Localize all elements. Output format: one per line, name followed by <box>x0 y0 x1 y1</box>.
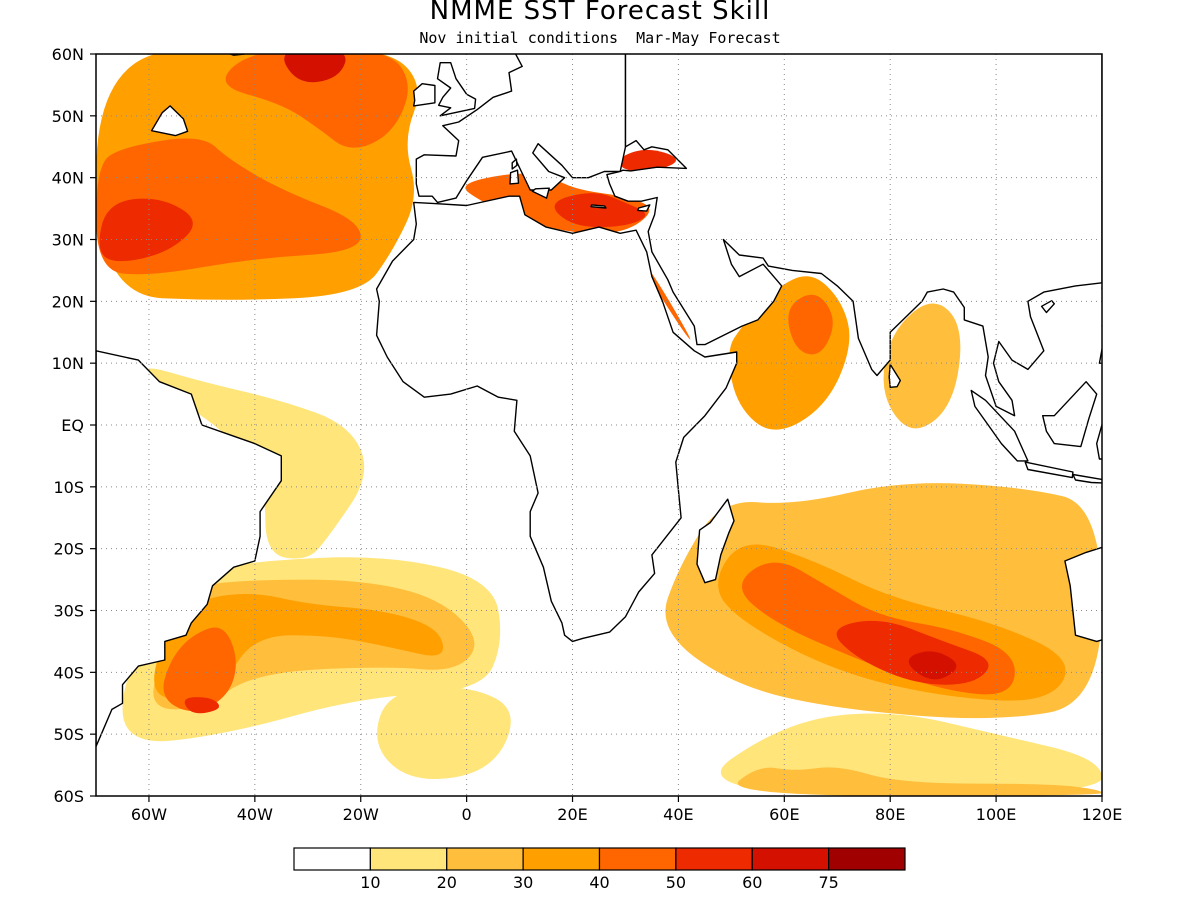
colorbar-label: 60 <box>742 873 762 892</box>
land-madagascar <box>696 498 735 584</box>
y-tick-label: 50N <box>52 107 84 126</box>
colorbar-label: 75 <box>818 873 838 892</box>
land-australia <box>1064 546 1102 643</box>
colorbar-swatch <box>369 847 448 871</box>
y-tick-label: 10S <box>53 478 84 497</box>
y-tick-label: 60N <box>52 45 84 64</box>
land-sulawesi <box>1096 422 1102 460</box>
colorbar-label: 50 <box>666 873 686 892</box>
colorbar-swatch <box>293 847 371 871</box>
y-tick-label: 30S <box>53 602 84 621</box>
y-tick-label: 10N <box>52 354 84 373</box>
skill-region-south-of-africa-level-1 <box>377 687 511 780</box>
colorbar-swatch <box>446 847 524 871</box>
land-africa <box>375 195 738 643</box>
x-tick-label: 20W <box>343 805 379 824</box>
x-tick-label: 40E <box>663 805 693 824</box>
skill-region-mediterranean-level-5 <box>554 193 646 228</box>
skill-region-bay-of-bengal-level-2 <box>883 303 961 429</box>
colorbar-label: 20 <box>437 873 457 892</box>
land-iceland <box>340 23 396 32</box>
skill-region-north-atlantic-level-4 <box>225 54 408 148</box>
skill-region-southern-ocean-level-2 <box>737 767 1102 796</box>
land-java <box>1024 461 1074 479</box>
x-tick-label: 20E <box>557 805 587 824</box>
x-tick-label: 0 <box>462 805 472 824</box>
gridlines-layer <box>96 54 1102 796</box>
land-ireland <box>413 83 436 107</box>
colorbar-swatch <box>522 847 601 871</box>
y-tick-label: 20S <box>53 540 84 559</box>
coastline-layer <box>96 23 1102 748</box>
y-tick-label: 20N <box>52 292 84 311</box>
skill-region-red-sea-level-4 <box>644 264 691 340</box>
land-sardinia <box>509 169 520 185</box>
skill-region-black-sea-level-5 <box>618 149 676 172</box>
land-sicily <box>531 187 550 199</box>
x-tick-label: 120E <box>1082 805 1123 824</box>
land-sumatra <box>970 389 1029 462</box>
x-tick-label: 60E <box>769 805 799 824</box>
y-tick-label: 60S <box>53 787 84 806</box>
land-sri-lanka <box>888 363 901 388</box>
colorbar-label: 10 <box>360 873 380 892</box>
land-borneo <box>1042 381 1098 448</box>
colorbar-label: 30 <box>513 873 533 892</box>
land-asia <box>606 54 1102 417</box>
land-greenland <box>228 54 245 56</box>
land-newfoundland <box>150 105 189 137</box>
map-subtitle: Nov initial conditions Mar-May Forecast <box>419 29 781 47</box>
land-europe <box>415 54 627 204</box>
axis-ticks-layer: 60W 40W 20W 0 20E 40E 60E 80E 100E 120E 60N 50N 40N 3… <box>52 45 1123 824</box>
x-tick-label: 100E <box>976 805 1017 824</box>
y-tick-label: EQ <box>61 416 84 435</box>
land-lesser-sunda <box>1072 473 1102 484</box>
x-tick-label: 40W <box>237 805 273 824</box>
colorbar-label: 40 <box>589 873 609 892</box>
skill-region-south-atlantic-level-5 <box>184 697 220 714</box>
y-tick-label: 30N <box>52 231 84 250</box>
x-tick-label: 80E <box>875 805 905 824</box>
skill-region-north-atlantic-level-6 <box>284 54 346 83</box>
colorbar-swatch <box>828 847 906 871</box>
y-tick-label: 40N <box>52 169 84 188</box>
land-cyprus <box>637 204 651 212</box>
skill-region-north-atlantic-level-5 <box>99 198 193 262</box>
x-tick-label: 60W <box>131 805 167 824</box>
skill-region-arabian-sea-level-4 <box>788 294 833 355</box>
y-tick-label: 50S <box>53 725 84 744</box>
colorbar-swatch <box>751 847 830 871</box>
map-title: NMME SST Forecast Skill <box>429 0 771 26</box>
land-crete <box>590 204 607 209</box>
land-taiwan <box>1101 279 1102 290</box>
land-corsica <box>511 158 518 170</box>
land-hainan <box>1040 300 1055 314</box>
land-novaya-zemlya <box>739 23 768 48</box>
skill-region-south-atlantic-level-4 <box>163 627 236 711</box>
colorbar: 10 20 30 40 50 60 75 <box>293 847 906 892</box>
land-great-britain <box>436 62 477 117</box>
colorbar-swatch <box>675 847 753 871</box>
colorbar-swatch <box>598 847 677 871</box>
y-tick-label: 40S <box>53 663 84 682</box>
land-south-america <box>96 350 282 748</box>
skill-region-indian-ocean-subtropics-level-6 <box>908 651 957 680</box>
